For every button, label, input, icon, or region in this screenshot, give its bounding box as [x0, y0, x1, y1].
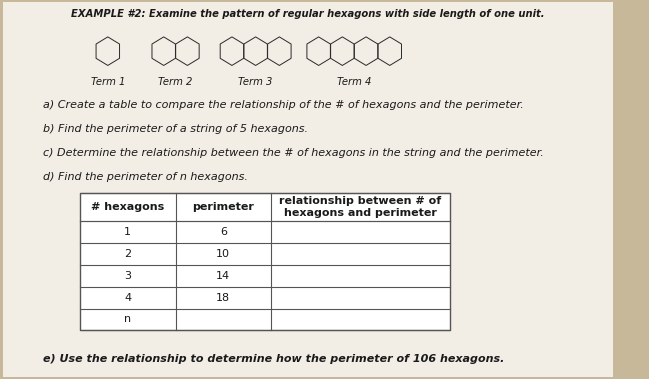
Text: EXAMPLE #2: Examine the pattern of regular hexagons with side length of one unit: EXAMPLE #2: Examine the pattern of regul… [71, 9, 545, 19]
Text: n: n [124, 315, 131, 324]
Text: perimeter: perimeter [192, 202, 254, 212]
Text: # hexagons: # hexagons [92, 202, 164, 212]
Text: 3: 3 [125, 271, 131, 280]
Text: a) Create a table to compare the relationship of the # of hexagons and the perim: a) Create a table to compare the relatio… [43, 100, 524, 110]
Text: Term 3: Term 3 [238, 77, 273, 87]
Text: 6: 6 [220, 227, 227, 236]
Text: e) Use the relationship to determine how the perimeter of 106 hexagons.: e) Use the relationship to determine how… [43, 354, 504, 364]
FancyBboxPatch shape [3, 2, 613, 377]
Text: Term 1: Term 1 [91, 77, 125, 87]
Text: c) Determine the relationship between the # of hexagons in the string and the pe: c) Determine the relationship between th… [43, 148, 544, 158]
Text: 10: 10 [216, 249, 230, 258]
Text: 4: 4 [124, 293, 131, 302]
Bar [80, 193, 450, 330]
Text: Term 2: Term 2 [158, 77, 193, 87]
Text: 1: 1 [125, 227, 131, 236]
Text: 18: 18 [216, 293, 230, 302]
Text: b) Find the perimeter of a string of 5 hexagons.: b) Find the perimeter of a string of 5 h… [43, 124, 308, 134]
Text: 2: 2 [124, 249, 131, 258]
Text: d) Find the perimeter of n hexagons.: d) Find the perimeter of n hexagons. [43, 172, 248, 182]
Text: relationship between # of
hexagons and perimeter: relationship between # of hexagons and p… [279, 196, 441, 218]
Text: 14: 14 [216, 271, 230, 280]
Text: Term 4: Term 4 [337, 77, 371, 87]
